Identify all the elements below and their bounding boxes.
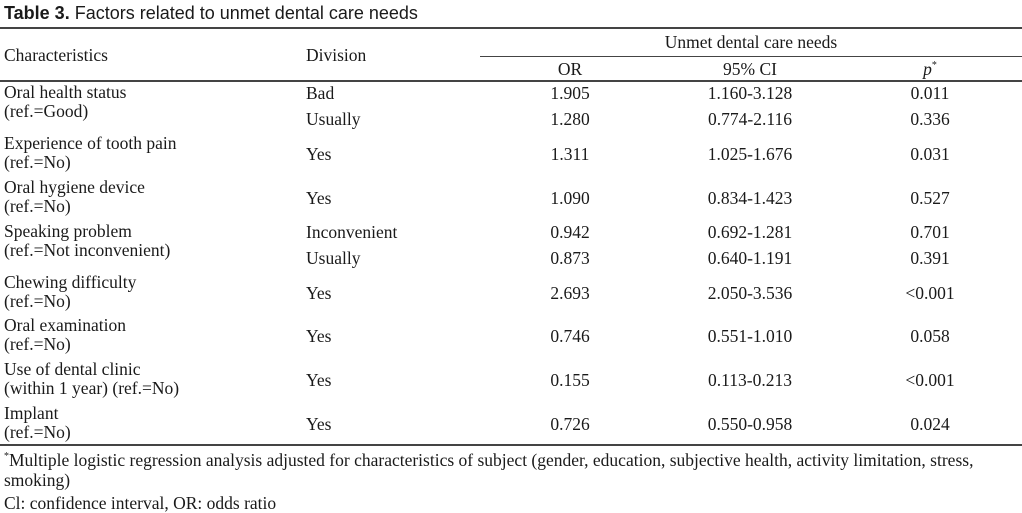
row-ci: 1.025-1.676 xyxy=(707,144,793,164)
row-characteristic: Chewing difficulty xyxy=(4,272,137,292)
row-or: 0.942 xyxy=(550,222,590,242)
row-ci: 0.551-1.010 xyxy=(707,326,793,346)
row-division: Inconvenient xyxy=(306,222,398,242)
row-or: 0.746 xyxy=(550,326,590,346)
row-division: Bad xyxy=(306,83,335,103)
row-ci: 2.050-3.536 xyxy=(707,283,793,303)
row-p: 0.336 xyxy=(910,109,950,129)
row-division: Yes xyxy=(306,283,332,303)
table-caption: Table 3. Factors related to unmet dental… xyxy=(4,2,418,24)
footnote-1: *Multiple logistic regression analysis a… xyxy=(4,450,1014,490)
group-rule xyxy=(480,56,1022,57)
table-label: Table 3. xyxy=(4,3,70,23)
row-reference: (within 1 year) (ref.=No) xyxy=(4,378,180,398)
row-reference: (ref.=No) xyxy=(4,334,71,354)
row-reference: (ref.=No) xyxy=(4,422,71,442)
row-characteristic: Implant xyxy=(4,403,59,423)
row-or: 1.905 xyxy=(550,83,590,103)
row-or: 0.873 xyxy=(550,248,590,268)
row-characteristic: Experience of tooth pain xyxy=(4,133,177,153)
row-reference: (ref.=No) xyxy=(4,196,71,216)
header-p: p* xyxy=(840,60,1020,79)
row-characteristic: Speaking problem xyxy=(4,221,132,241)
header-p-symbol: p xyxy=(923,59,932,79)
header-division: Division xyxy=(306,45,367,65)
row-reference: (ref.=No) xyxy=(4,291,71,311)
row-ci: 0.113-0.213 xyxy=(708,370,792,390)
row-or: 2.693 xyxy=(550,283,590,303)
row-or: 1.280 xyxy=(550,109,590,129)
header-ci: 95% CI xyxy=(723,59,777,79)
row-or: 0.155 xyxy=(550,370,590,390)
footnote-mark: * xyxy=(4,451,9,463)
row-p: <0.001 xyxy=(905,283,955,303)
row-ci: 1.160-3.128 xyxy=(707,83,793,103)
row-p: 0.024 xyxy=(910,414,950,434)
row-ci: 0.834-1.423 xyxy=(707,188,793,208)
row-characteristic: Oral health status xyxy=(4,82,127,102)
header-group: Unmet dental care needs xyxy=(664,32,838,52)
row-division: Yes xyxy=(306,414,332,434)
row-p: 0.011 xyxy=(910,83,950,103)
row-reference: (ref.=No) xyxy=(4,152,71,172)
row-or: 0.726 xyxy=(550,414,590,434)
row-ci: 0.692-1.281 xyxy=(707,222,793,242)
row-p: 0.391 xyxy=(910,248,950,268)
row-or: 1.090 xyxy=(550,188,590,208)
row-ci: 0.640-1.191 xyxy=(707,248,793,268)
header-characteristics: Characteristics xyxy=(4,45,108,65)
footnote-2: Cl: confidence interval, OR: odds ratio xyxy=(4,493,277,513)
row-division: Yes xyxy=(306,144,332,164)
row-characteristic: Use of dental clinic xyxy=(4,359,141,379)
row-reference: (ref.=Good) xyxy=(4,101,89,121)
header-p-mark: * xyxy=(931,60,937,72)
row-or: 1.311 xyxy=(550,144,590,164)
row-p: <0.001 xyxy=(905,370,955,390)
row-division: Usually xyxy=(306,109,361,129)
row-characteristic: Oral examination xyxy=(4,315,126,335)
row-p: 0.701 xyxy=(910,222,950,242)
row-reference: (ref.=Not inconvenient) xyxy=(4,240,171,260)
top-rule xyxy=(0,27,1022,29)
row-division: Usually xyxy=(306,248,361,268)
header-or: OR xyxy=(557,59,583,79)
body-bottom-rule xyxy=(0,444,1022,446)
row-p: 0.058 xyxy=(910,326,950,346)
footnote-1-text: Multiple logistic regression analysis ad… xyxy=(4,450,974,490)
row-p: 0.031 xyxy=(910,144,950,164)
header-bottom-rule xyxy=(0,80,1022,82)
row-ci: 0.774-2.116 xyxy=(708,109,792,129)
row-division: Yes xyxy=(306,188,332,208)
row-p: 0.527 xyxy=(910,188,950,208)
row-characteristic: Oral hygiene device xyxy=(4,177,145,197)
row-division: Yes xyxy=(306,326,332,346)
row-division: Yes xyxy=(306,370,332,390)
table-title: Factors related to unmet dental care nee… xyxy=(74,3,418,23)
row-ci: 0.550-0.958 xyxy=(707,414,793,434)
